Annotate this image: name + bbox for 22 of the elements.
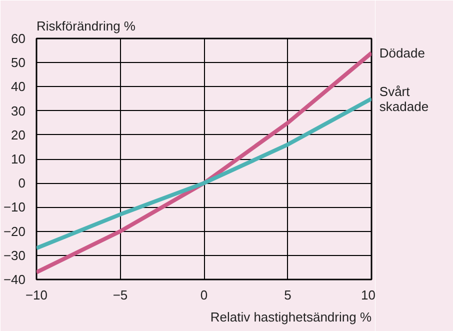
y-tick-label: 0 xyxy=(18,176,26,191)
x-tick-label: 0 xyxy=(200,288,208,302)
y-axis-title: Riskförändring % xyxy=(36,18,136,34)
y-tick-label: −40 xyxy=(3,272,26,287)
x-axis-title: Relativ hastighetsändring % xyxy=(210,310,372,324)
x-tick-label: −10 xyxy=(25,288,48,302)
x-tick-label: −5 xyxy=(112,288,128,302)
y-tick-label: 30 xyxy=(11,103,26,118)
x-tick-label: 10 xyxy=(361,288,376,302)
line-series xyxy=(36,50,372,274)
y-tick-label: 50 xyxy=(11,55,26,70)
series-label: Svårt skadade xyxy=(379,84,429,114)
y-tick-label: −10 xyxy=(3,200,26,215)
y-tick-label: 20 xyxy=(11,127,26,142)
series-label: Dödade xyxy=(379,45,425,60)
y-tick-label: 40 xyxy=(11,79,26,94)
y-tick-label: −30 xyxy=(3,248,26,263)
line-series xyxy=(36,96,372,250)
y-tick-label: 10 xyxy=(11,152,26,166)
x-tick-label: 5 xyxy=(284,288,292,302)
y-tick-label: 60 xyxy=(11,31,26,46)
y-tick-label: −20 xyxy=(3,224,26,239)
